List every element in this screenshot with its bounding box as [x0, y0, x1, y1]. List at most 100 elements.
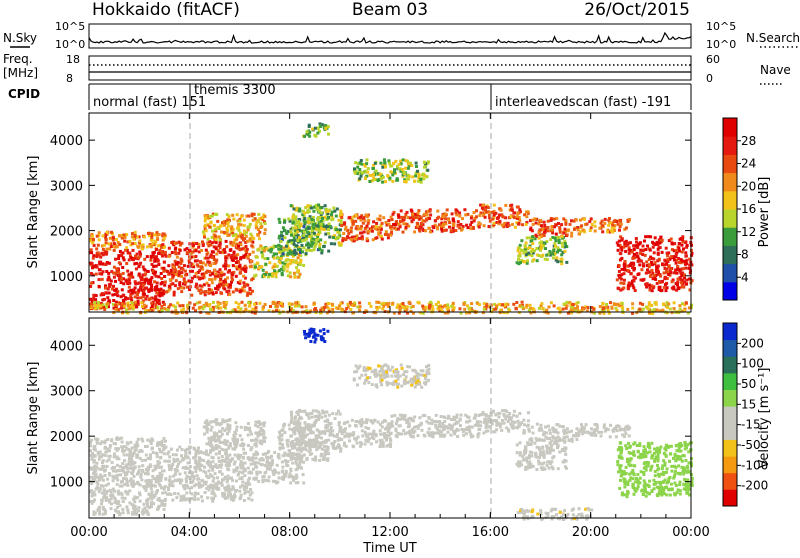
power-echo-cell: [419, 225, 422, 228]
velocity-echo-cell: [202, 459, 205, 462]
power-echo-cell: [563, 250, 566, 253]
power-echo-cell: [680, 286, 683, 289]
power-echo-cell: [393, 168, 396, 171]
power-echo-cell: [316, 219, 319, 222]
velocity-echo-cell: [131, 447, 134, 450]
power-echo-cell: [289, 262, 292, 265]
power-echo-cell: [501, 303, 504, 306]
velocity-echo-cell: [295, 468, 298, 471]
power-echo-cell: [142, 283, 145, 286]
power-echo-cell: [98, 285, 101, 288]
power-echo-cell: [262, 269, 265, 272]
power-echo-cell: [305, 228, 308, 231]
power-echo-cell: [285, 249, 288, 252]
y-tick-label: 4000: [50, 134, 83, 149]
velocity-echo-cell: [186, 448, 189, 451]
power-echo-cell: [95, 254, 98, 257]
power-echo-cell: [529, 228, 532, 231]
velocity-echo-cell: [257, 425, 260, 428]
power-echo-cell: [293, 207, 296, 210]
power-echo-cell: [134, 231, 137, 234]
power-echo-cell: [296, 261, 299, 264]
power-echo-cell: [384, 233, 387, 236]
power-echo-cell: [397, 228, 400, 231]
velocity-echo-cell: [267, 450, 270, 453]
power-echo-cell: [223, 287, 226, 290]
velocity-echo-cell: [145, 454, 148, 457]
power-echo-cell: [536, 259, 539, 262]
velocity-echo-cell: [145, 489, 148, 492]
power-echo-cell: [198, 269, 201, 272]
power-echo-cell: [208, 225, 211, 228]
velocity-echo-cell: [244, 452, 247, 455]
power-echo-cell: [169, 303, 172, 306]
power-echo-cell: [307, 217, 310, 220]
velocity-echo-cell: [133, 495, 136, 498]
power-echo-cell: [127, 304, 130, 307]
velocity-echo-cell: [239, 497, 242, 500]
power-echo-cell: [550, 219, 553, 222]
power-echo-cell: [555, 233, 558, 236]
power-echo-cell: [670, 255, 673, 258]
power-echo-cell: [280, 302, 283, 305]
power-echo-cell: [293, 272, 296, 275]
power-echo-cell: [369, 174, 372, 177]
power-echo-cell: [395, 220, 398, 223]
power-echo-cell: [677, 257, 680, 260]
power-echo-cell: [632, 245, 635, 248]
velocity-echo-cell: [191, 480, 194, 483]
velocity-echo-cell: [255, 421, 258, 424]
power-echo-cell: [682, 267, 685, 270]
velocity-echo-cell: [106, 465, 109, 468]
power-echo-cell: [423, 213, 426, 216]
velocity-echo-cell: [199, 469, 202, 472]
power-echo-cell: [314, 127, 317, 130]
power-echo-cell: [452, 302, 455, 305]
power-echo-cell: [319, 309, 322, 312]
power-echo-cell: [678, 250, 681, 253]
power-echo-cell: [619, 225, 622, 228]
power-echo-cell: [389, 170, 392, 173]
velocity-echo-cell: [105, 492, 108, 495]
colorbar-band: [723, 154, 737, 173]
velocity-echo-cell: [255, 471, 258, 474]
velocity-echo-cell: [208, 443, 211, 446]
power-echo-cell: [663, 259, 666, 262]
power-echo-cell: [330, 213, 333, 216]
power-echo-cell: [231, 232, 234, 235]
power-echo-cell: [289, 275, 292, 278]
power-echo-cell: [219, 238, 222, 241]
power-echo-cell: [90, 251, 93, 254]
power-echo-cell: [317, 204, 320, 207]
velocity-echo-cell: [231, 479, 234, 482]
velocity-echo-cell: [201, 484, 204, 487]
power-echo-cell: [558, 228, 561, 231]
power-echo-cell: [472, 226, 475, 229]
power-echo-cell: [219, 225, 222, 228]
power-echo-cell: [643, 240, 646, 243]
power-echo-cell: [165, 255, 168, 258]
power-echo-cell: [218, 235, 221, 238]
power-echo-cell: [111, 293, 114, 296]
power-echo-cell: [651, 241, 654, 244]
velocity-echo-cell: [206, 496, 209, 499]
power-echo-cell: [119, 250, 122, 253]
power-echo-cell: [278, 221, 281, 224]
power-echo-cell: [523, 260, 526, 263]
power-echo-cell: [444, 217, 447, 220]
velocity-echo-cell: [279, 442, 282, 445]
power-echo-cell: [298, 236, 301, 239]
velocity-echo-cell: [187, 461, 190, 464]
power-echo-cell: [436, 227, 439, 230]
velocity-echo-cell: [101, 492, 104, 495]
power-echo-cell: [601, 220, 604, 223]
power-echo-cell: [268, 261, 271, 264]
power-echo-cell: [648, 265, 651, 268]
velocity-echo-cell: [218, 470, 221, 473]
velocity-echo-cell: [112, 470, 115, 473]
power-echo-region: [390, 208, 481, 233]
velocity-echo-cell: [139, 500, 142, 503]
power-echo-cell: [219, 251, 222, 254]
velocity-echo-cell: [207, 488, 210, 491]
power-echo-cell: [308, 244, 311, 247]
